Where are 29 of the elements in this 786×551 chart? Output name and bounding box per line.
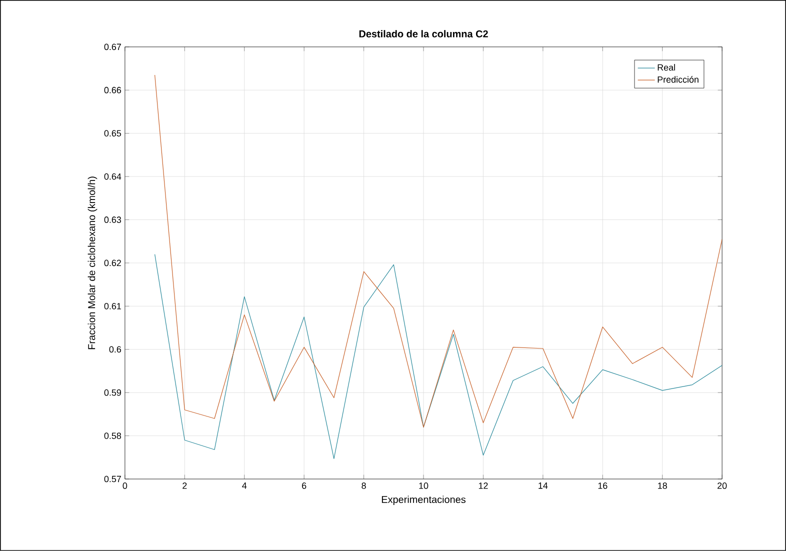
x-tick-label: 8	[362, 482, 366, 489]
y-tick-label: 0.58	[104, 432, 122, 440]
y-tick-label: 0.67	[104, 44, 121, 50]
x-tick-label: 16	[598, 482, 608, 489]
y-tick-label: 0.62	[104, 260, 121, 266]
x-tick-label: 12	[478, 482, 488, 489]
x-axis-title: Experimentaciones	[382, 496, 466, 506]
x-tick-label: 4	[242, 482, 247, 489]
y-tick-label: 0.57	[104, 476, 121, 482]
y-tick-label: 0.6	[109, 346, 122, 353]
y-tick-label: 0.59	[104, 389, 121, 396]
x-tick-label: 0	[122, 482, 128, 489]
line-series	[154, 74, 722, 428]
y-tick-label: 0.65	[104, 130, 122, 137]
x-tick-label: 20	[718, 482, 727, 489]
x-tick-label: 10	[419, 482, 428, 489]
x-tick-label: 2	[182, 482, 187, 489]
legend-label: Real	[658, 64, 675, 71]
y-axis-title: Fraccion Molar de ciclohexano (kmol/h)	[88, 176, 98, 350]
x-tick-label: 18	[658, 482, 667, 489]
y-tick-label: 0.63	[104, 216, 122, 223]
y-tick-label: 0.66	[104, 86, 122, 94]
x-tick-label: 6	[302, 482, 306, 489]
chart-title: Destilado de la columna C2	[359, 30, 488, 38]
legend-label: Predicción	[658, 76, 698, 83]
line-series	[154, 254, 722, 460]
y-tick-label: 0.64	[104, 173, 122, 180]
y-tick-label: 0.61	[104, 303, 121, 310]
x-tick-label: 14	[538, 482, 548, 489]
